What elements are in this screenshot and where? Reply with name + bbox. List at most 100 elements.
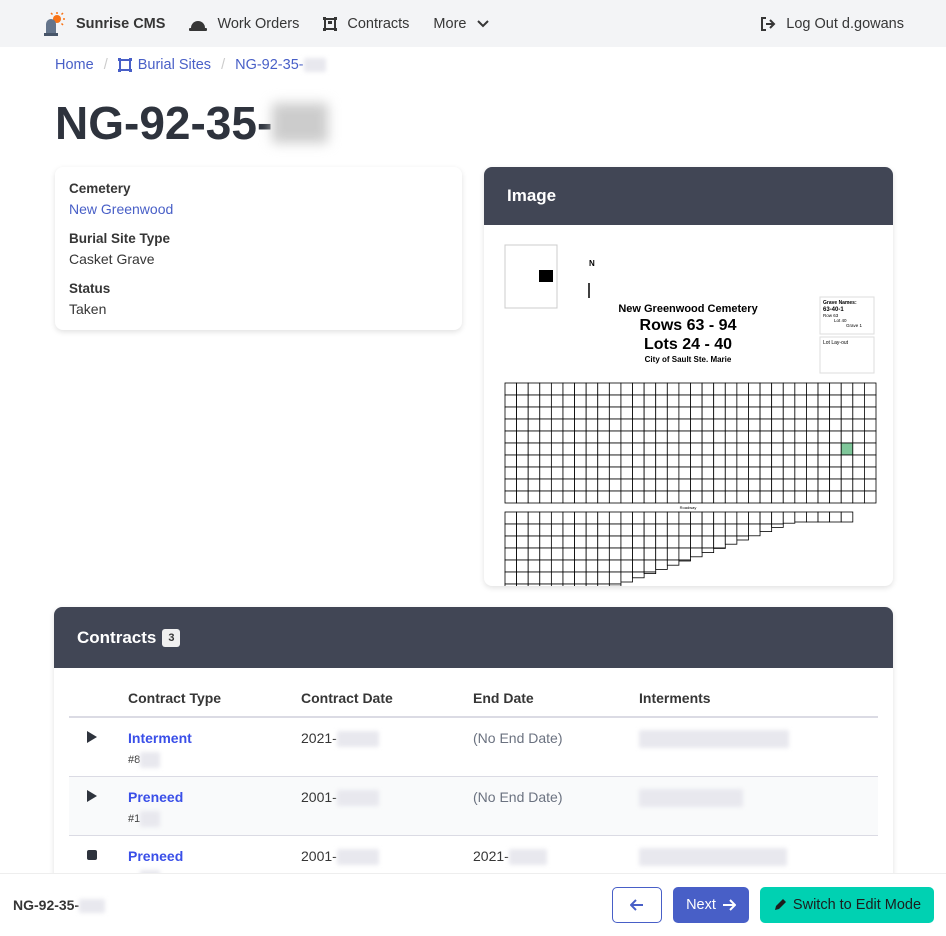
map-lot (736, 466, 749, 480)
map-lot (550, 535, 564, 549)
map-lot (643, 382, 657, 396)
contract-type-link[interactable]: Preneed (128, 789, 184, 805)
map-lot (585, 430, 599, 444)
map-lot (840, 442, 854, 456)
map-lot (782, 430, 796, 444)
map-lot (562, 559, 575, 573)
nav-work-orders[interactable]: Work Orders (189, 16, 299, 32)
next-button[interactable]: Next (673, 887, 749, 923)
map-lot (701, 382, 715, 396)
contract-row[interactable]: Preneed #1 2001- (No End Date) (69, 776, 878, 836)
map-lot (724, 382, 738, 396)
map-lot (620, 559, 633, 573)
nav-more[interactable]: More (433, 16, 490, 32)
map-lot (748, 490, 761, 504)
map-lot (562, 478, 575, 492)
map-lot (782, 418, 796, 432)
switch-to-edit-button[interactable]: Switch to Edit Mode (760, 887, 934, 923)
breadcrumb-burial-sites[interactable]: Burial Sites (117, 57, 211, 73)
map-lot (817, 490, 831, 504)
map-lot (632, 382, 645, 396)
map-lot (678, 382, 691, 396)
nav-contracts[interactable]: Contracts (323, 16, 409, 32)
map-lot (713, 466, 726, 480)
map-lot (516, 478, 529, 492)
map-lot (759, 382, 773, 396)
map-lot (690, 442, 703, 456)
cemetery-link[interactable]: New Greenwood (69, 201, 174, 217)
map-lot (620, 442, 633, 456)
map-lot (794, 442, 807, 456)
play-icon[interactable] (86, 730, 98, 744)
map-lot (713, 454, 726, 468)
map-lot (562, 571, 575, 585)
logout-label: Log Out d.gowans (786, 15, 904, 32)
image-header: Image (484, 167, 893, 225)
map-lot (817, 466, 831, 480)
breadcrumb-home[interactable]: Home (55, 57, 94, 73)
previous-button[interactable] (612, 887, 662, 923)
map-lot (678, 523, 691, 537)
roadway-label: Roadway (680, 505, 697, 510)
map-lot (539, 571, 552, 585)
map-lot (771, 511, 784, 525)
play-icon[interactable] (86, 789, 98, 803)
hard-hat-icon (189, 20, 208, 31)
brand-link[interactable]: Sunrise CMS (42, 11, 165, 36)
map-lot (771, 418, 784, 432)
breadcrumb-current[interactable]: NG-92-35- (235, 57, 326, 73)
map-lot (516, 535, 529, 549)
map-lot (678, 406, 691, 420)
map-lot (504, 511, 517, 525)
navbar: Sunrise CMS Work Orders Contracts More L… (0, 0, 946, 47)
cemetery-map-image[interactable]: N New Greenwood Cemetery Rows 63 - 94 Lo… (484, 225, 893, 586)
map-lot (620, 394, 633, 408)
map-lot (516, 382, 529, 396)
redacted (336, 849, 379, 866)
map-lot (608, 523, 622, 537)
map-lot (574, 523, 587, 537)
map-lot (585, 406, 599, 420)
logout-link[interactable]: Log Out d.gowans (760, 16, 904, 32)
map-lot (550, 571, 564, 585)
map-lot (655, 418, 668, 432)
map-lot (748, 454, 761, 468)
sunrise-logo-icon (44, 11, 65, 36)
map-lot (829, 406, 842, 420)
map-lot (829, 490, 842, 504)
map-lot (806, 406, 819, 420)
map-lot (782, 442, 796, 456)
map-lot (806, 466, 819, 480)
map-lot (771, 430, 784, 444)
map-lot (597, 511, 610, 525)
map-lot (597, 442, 610, 456)
map-city: City of Sault Ste. Marie (645, 355, 732, 364)
map-lot (736, 478, 749, 492)
map-lot (864, 430, 877, 444)
map-lot (713, 406, 726, 420)
contract-row[interactable]: Interment #8 2021- (No End Date) (69, 717, 878, 777)
map-lot (864, 382, 877, 396)
contract-type-link[interactable]: Preneed (128, 848, 184, 864)
map-lot (794, 418, 807, 432)
map-lot (550, 559, 564, 573)
map-lot (771, 382, 784, 396)
map-lot (527, 583, 541, 586)
map-lot (794, 430, 807, 444)
map-lot (759, 523, 773, 532)
map-lot (562, 511, 575, 525)
map-lot (817, 442, 831, 456)
map-lot (597, 547, 610, 561)
map-lot (585, 394, 599, 408)
contract-type-link[interactable]: Interment (128, 730, 192, 746)
map-lot (597, 571, 610, 585)
interments-cell (639, 717, 878, 777)
map-lot (562, 430, 575, 444)
map-lot (643, 559, 657, 573)
map-lot (666, 454, 680, 468)
map-lot (585, 571, 599, 585)
arrow-right-icon (722, 899, 736, 911)
footer-bar: NG-92-35- Next Switch to Edit Mode (0, 873, 946, 936)
contract-date-text: 2001- (301, 848, 337, 864)
nav-label: Contracts (347, 15, 410, 32)
